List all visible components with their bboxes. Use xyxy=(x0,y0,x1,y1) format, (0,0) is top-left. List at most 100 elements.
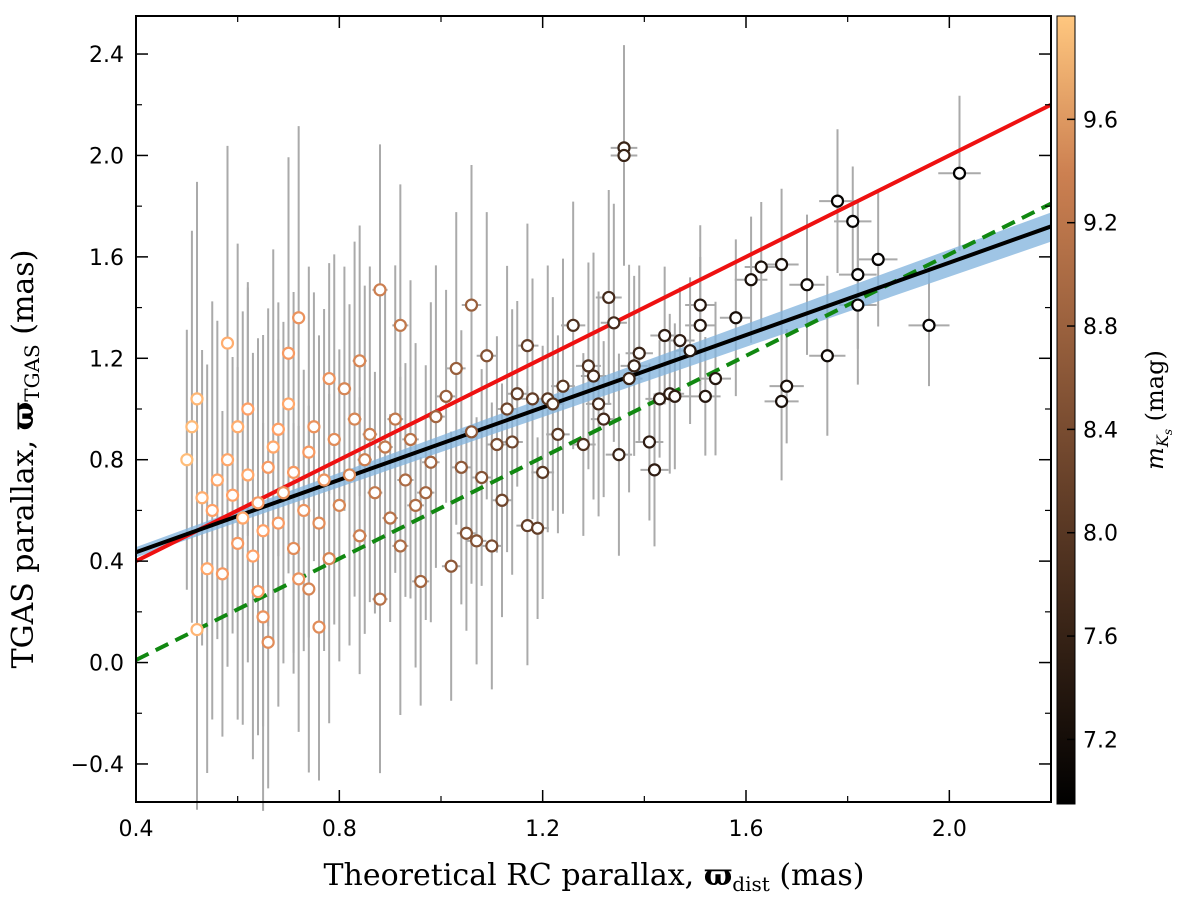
data-point xyxy=(464,298,479,312)
data-point xyxy=(281,397,296,411)
x-axis-title: Theoretical RC parallax, ϖdist (mas) xyxy=(324,858,865,896)
x-tick-label: 2.0 xyxy=(932,817,967,842)
data-point xyxy=(780,379,794,393)
data-point xyxy=(403,432,418,447)
data-point xyxy=(480,349,494,363)
data-point xyxy=(292,311,306,325)
data-point xyxy=(251,584,265,599)
data-point xyxy=(337,382,352,396)
data-point xyxy=(556,379,570,393)
data-point xyxy=(576,437,590,452)
y-tick-label: 2.0 xyxy=(89,144,124,169)
colorbar-tick-label: 9.6 xyxy=(1083,108,1118,133)
data-point xyxy=(591,397,606,411)
data-point xyxy=(419,486,433,500)
data-point xyxy=(693,298,707,312)
y-tick-label: 1.2 xyxy=(89,347,124,372)
data-point xyxy=(368,486,382,500)
data-point xyxy=(444,559,458,573)
data-point xyxy=(820,349,834,363)
data-point xyxy=(266,440,280,454)
data-point xyxy=(449,361,463,376)
data-point xyxy=(373,592,387,606)
data-point xyxy=(597,412,611,426)
data-point xyxy=(459,526,474,540)
data-point xyxy=(312,516,326,530)
data-point xyxy=(225,488,240,502)
data-point xyxy=(612,448,626,462)
data-point xyxy=(302,445,316,459)
data-point xyxy=(185,420,199,434)
data-point xyxy=(220,453,235,467)
data-point xyxy=(581,359,596,373)
data-point xyxy=(286,465,301,479)
data-point xyxy=(200,562,214,576)
data-point xyxy=(220,336,235,350)
data-point xyxy=(744,273,758,287)
data-point xyxy=(708,371,723,386)
data-point xyxy=(261,460,275,474)
data-point xyxy=(424,455,438,469)
data-point xyxy=(673,333,687,348)
data-point xyxy=(231,420,245,434)
x-tick-label: 1.2 xyxy=(525,817,560,842)
data-point xyxy=(617,148,631,163)
data-point xyxy=(952,166,967,180)
data-point xyxy=(378,440,392,454)
data-point xyxy=(215,567,230,581)
data-point xyxy=(871,252,885,267)
data-point xyxy=(271,422,285,436)
offset-dashed-line xyxy=(135,201,1052,662)
colorbar-tick-label: 8.0 xyxy=(1083,522,1118,547)
data-point xyxy=(495,493,509,507)
data-points xyxy=(180,141,967,649)
data-point xyxy=(652,392,667,406)
data-point xyxy=(851,298,865,312)
data-point xyxy=(627,359,641,373)
data-point xyxy=(190,392,204,406)
data-point xyxy=(485,539,499,553)
data-point xyxy=(363,427,377,441)
data-point xyxy=(429,410,443,424)
data-point xyxy=(698,389,712,403)
data-point xyxy=(551,427,565,441)
data-point xyxy=(210,473,224,487)
data-point xyxy=(530,521,545,535)
data-point xyxy=(490,437,504,452)
data-point xyxy=(851,268,865,282)
data-point xyxy=(668,389,682,403)
data-point xyxy=(632,346,646,360)
data-point xyxy=(276,486,291,500)
data-point xyxy=(241,468,255,482)
error-bars xyxy=(183,45,981,811)
data-point xyxy=(332,498,346,512)
y-tick-label: −0.4 xyxy=(71,753,124,778)
data-point xyxy=(292,572,306,586)
colorbar-tick-label: 8.8 xyxy=(1083,315,1118,340)
data-point xyxy=(464,425,479,439)
data-point xyxy=(373,283,387,297)
reference-lines xyxy=(135,102,1052,662)
data-point xyxy=(408,498,423,512)
data-point xyxy=(454,460,468,474)
data-point xyxy=(302,582,316,596)
data-point xyxy=(312,620,326,634)
one-to-one-line xyxy=(135,102,1052,563)
y-tick-label: 0.8 xyxy=(89,449,124,474)
axes: 0.4 0.8 1.2 1.6 2.0 −0.4 0.0 0.4 0.8 1.2 1.6 2.0 2.4 xyxy=(71,15,1052,842)
data-point xyxy=(307,420,321,434)
data-point xyxy=(236,511,250,525)
data-point xyxy=(525,392,540,406)
data-point xyxy=(602,290,616,305)
data-point xyxy=(251,496,265,510)
data-point xyxy=(729,311,743,325)
data-point xyxy=(261,635,275,649)
data-point xyxy=(190,622,204,637)
data-point xyxy=(475,470,489,485)
data-point xyxy=(469,534,484,548)
data-point xyxy=(297,503,311,518)
data-point xyxy=(414,574,428,589)
best-fit-line xyxy=(135,224,1052,555)
colorbar-tick-label: 7.6 xyxy=(1083,625,1118,650)
